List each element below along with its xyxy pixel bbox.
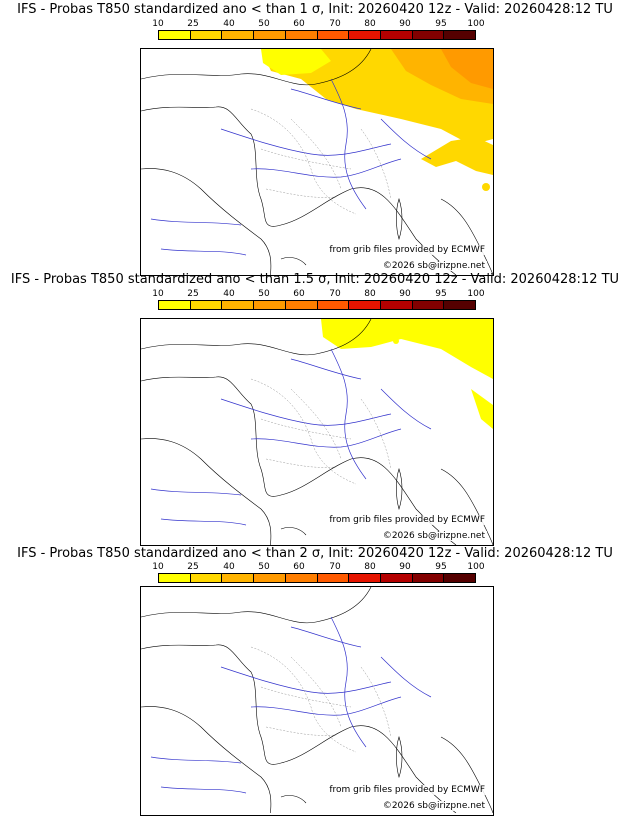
- scale-swatch: [159, 574, 191, 582]
- scale-label: 80: [364, 562, 376, 572]
- scale-label: 50: [258, 19, 270, 29]
- scale-swatch: [349, 301, 381, 309]
- scale-label: 80: [364, 19, 376, 29]
- scale-label: 90: [399, 19, 411, 29]
- scale-label: 80: [364, 289, 376, 299]
- scale-swatch: [412, 31, 445, 39]
- scale-swatch: [190, 574, 223, 582]
- map-panel-3: IFS - Probas T850 standardized ano < tha…: [0, 540, 630, 816]
- scale-label: 60: [293, 19, 305, 29]
- scale-swatch: [222, 301, 255, 309]
- scale-label: 100: [467, 19, 485, 29]
- probability-shading: [321, 319, 493, 429]
- scale-label: 50: [258, 289, 270, 299]
- color-scale-labels: 10 25 40 50 60 70 80 90 95 100: [140, 562, 490, 572]
- scale-swatch: [285, 301, 318, 309]
- borders: [250, 378, 392, 485]
- scale-swatch: [380, 301, 413, 309]
- scale-swatch: [254, 31, 286, 39]
- source-credit: from grib files provided by ECMWF: [327, 785, 487, 795]
- map-panel-1: IFS - Probas T850 standardized ano < tha…: [0, 0, 630, 276]
- color-scale-labels: 10 25 40 50 60 70 80 90 95 100: [140, 289, 490, 299]
- scale-swatch: [222, 574, 255, 582]
- scale-swatch: [444, 301, 476, 309]
- scale-swatch: [317, 31, 350, 39]
- probability-shading: [261, 49, 493, 191]
- color-scale-bar: [158, 300, 476, 310]
- copyright: ©2026 sb@irizpne.net: [380, 531, 487, 541]
- probability-map: from grib files provided by ECMWF ©2026 …: [140, 586, 494, 816]
- scale-label: 60: [293, 289, 305, 299]
- scale-swatch: [254, 574, 286, 582]
- scale-label: 40: [223, 562, 235, 572]
- borders: [250, 646, 392, 753]
- scale-swatch: [159, 301, 191, 309]
- scale-label: 95: [435, 289, 447, 299]
- scale-swatch: [317, 574, 350, 582]
- color-scale-labels: 10 25 40 50 60 70 80 90 95 100: [140, 19, 490, 29]
- scale-label: 10: [152, 289, 164, 299]
- color-scale-bar: [158, 573, 476, 583]
- scale-label: 90: [399, 289, 411, 299]
- scale-label: 25: [187, 19, 199, 29]
- scale-label: 70: [329, 289, 341, 299]
- panel-title: IFS - Probas T850 standardized ano < tha…: [17, 546, 613, 561]
- map-canvas: [141, 319, 493, 545]
- map-canvas: [141, 587, 493, 813]
- map-panel-2: IFS - Probas T850 standardized ano < tha…: [0, 270, 630, 546]
- rivers: [150, 78, 432, 256]
- scale-label: 90: [399, 562, 411, 572]
- scale-swatch: [380, 574, 413, 582]
- scale-label: 100: [467, 562, 485, 572]
- scale-swatch: [444, 574, 476, 582]
- source-credit: from grib files provided by ECMWF: [327, 245, 487, 255]
- scale-label: 25: [187, 289, 199, 299]
- source-credit: from grib files provided by ECMWF: [327, 515, 487, 525]
- scale-swatch: [285, 574, 318, 582]
- scale-swatch: [190, 31, 223, 39]
- scale-swatch: [349, 574, 381, 582]
- panel-title: IFS - Probas T850 standardized ano < tha…: [10, 272, 620, 287]
- rivers: [150, 348, 432, 526]
- scale-swatch: [349, 31, 381, 39]
- scale-label: 70: [329, 19, 341, 29]
- panel-title: IFS - Probas T850 standardized ano < tha…: [17, 2, 613, 17]
- copyright: ©2026 sb@irizpne.net: [380, 801, 487, 811]
- scale-swatch: [444, 31, 476, 39]
- scale-swatch: [412, 301, 445, 309]
- probability-map: from grib files provided by ECMWF ©2026 …: [140, 318, 494, 546]
- scale-label: 95: [435, 562, 447, 572]
- scale-swatch: [317, 301, 350, 309]
- scale-swatch: [380, 31, 413, 39]
- scale-label: 100: [467, 289, 485, 299]
- scale-label: 70: [329, 562, 341, 572]
- scale-label: 10: [152, 19, 164, 29]
- scale-label: 60: [293, 562, 305, 572]
- rivers: [150, 616, 432, 794]
- scale-label: 25: [187, 562, 199, 572]
- scale-label: 40: [223, 19, 235, 29]
- scale-swatch: [412, 574, 445, 582]
- scale-label: 10: [152, 562, 164, 572]
- scale-swatch: [159, 31, 191, 39]
- scale-swatch: [285, 31, 318, 39]
- scale-swatch: [254, 301, 286, 309]
- scale-label: 50: [258, 562, 270, 572]
- borders: [250, 108, 392, 215]
- map-canvas: [141, 49, 493, 275]
- copyright: ©2026 sb@irizpne.net: [380, 261, 487, 271]
- probability-map: from grib files provided by ECMWF ©2026 …: [140, 48, 494, 276]
- scale-swatch: [222, 31, 255, 39]
- scale-swatch: [190, 301, 223, 309]
- color-scale-bar: [158, 30, 476, 40]
- scale-label: 95: [435, 19, 447, 29]
- scale-label: 40: [223, 289, 235, 299]
- coastlines: [141, 319, 493, 545]
- coastlines: [141, 587, 493, 813]
